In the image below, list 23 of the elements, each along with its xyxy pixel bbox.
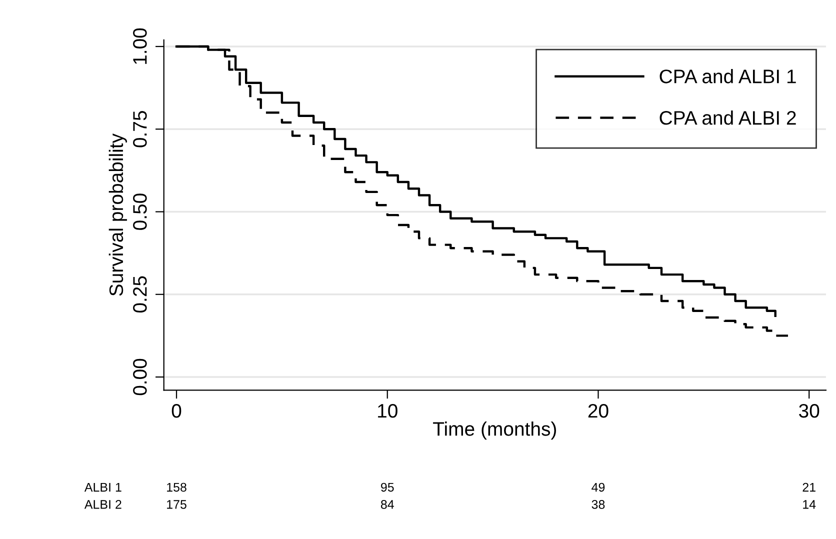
x-tick-label: 10 (378, 404, 398, 418)
text: 21 (802, 482, 816, 492)
text: 158 (167, 482, 186, 492)
x-tick-label: 30 (799, 404, 820, 418)
legend-label: CPA and ALBI 1 (660, 69, 796, 84)
text: ALBI 2 (84, 500, 122, 509)
text: 95 (381, 482, 394, 492)
legend-label: CPA and ALBI 2 (660, 110, 796, 125)
text: ALBI 1 (84, 482, 122, 492)
text: 14 (803, 500, 816, 509)
y-tick-label: 0.50 (133, 194, 147, 230)
x-axis-title: Time (months) (433, 422, 556, 440)
y-tick-label: 1.00 (133, 28, 147, 64)
x-tick-label: 0 (172, 404, 182, 418)
y-axis-title: Survival probability (108, 134, 127, 296)
y-tick-label: 0.00 (133, 358, 147, 396)
text: 84 (380, 500, 394, 509)
x-tick-label: 20 (588, 404, 608, 418)
text: 49 (592, 482, 605, 492)
y-tick-label: 0.75 (133, 111, 147, 148)
y-tick-label: 0.25 (133, 276, 147, 313)
text: 175 (167, 500, 186, 509)
text: 38 (592, 500, 605, 509)
